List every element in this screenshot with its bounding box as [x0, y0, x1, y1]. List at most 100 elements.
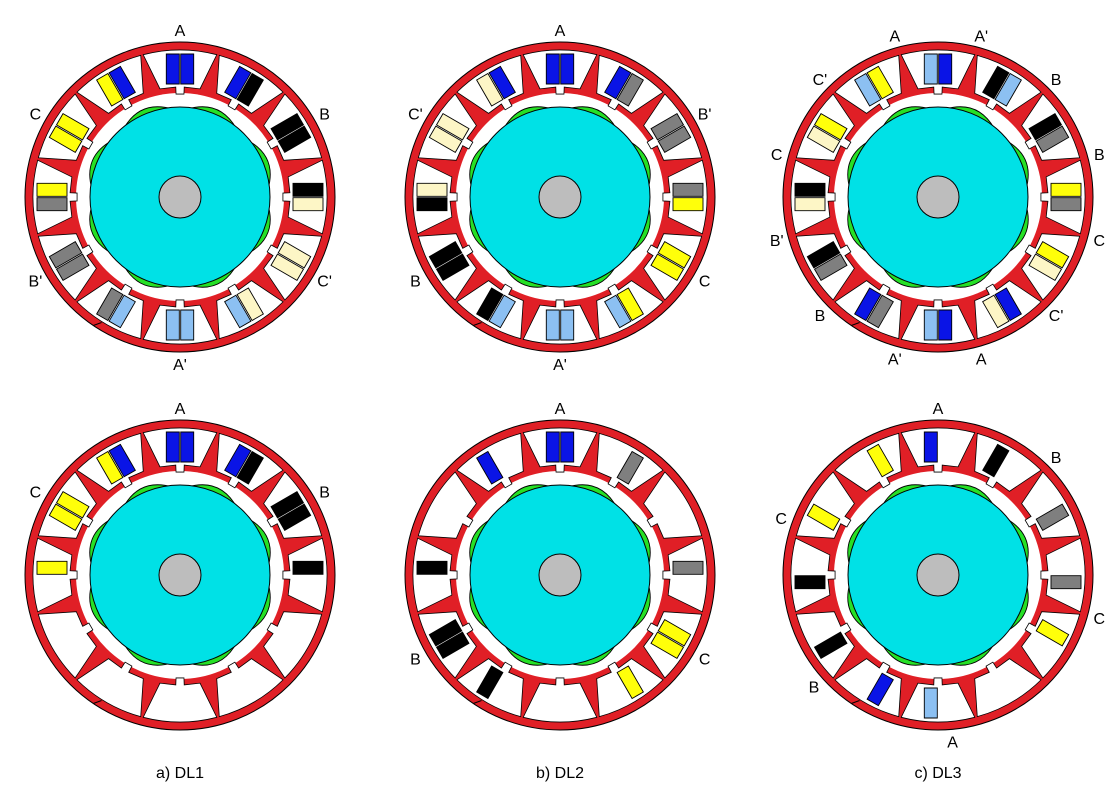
coil-side-icon [165, 431, 180, 463]
core-seam [851, 700, 860, 704]
stator-slot [900, 677, 976, 723]
coil-side-icon [180, 53, 195, 85]
stator-slot [522, 427, 598, 473]
coil-side-icon [923, 431, 938, 463]
coil-side-icon [616, 665, 644, 700]
stator-slot [412, 159, 458, 235]
coil-side-icon [55, 113, 90, 141]
coil-side-icon [224, 443, 252, 478]
stator-slot [417, 471, 477, 539]
stator-slot [834, 432, 902, 492]
stator-slot [142, 427, 218, 473]
phase-label: A [175, 23, 186, 40]
coil-side-icon [982, 65, 1010, 100]
coil-side-icon [923, 309, 938, 341]
coil-side-icon [36, 197, 68, 212]
coil-side-icon [1035, 619, 1070, 647]
coil-side-icon [428, 619, 463, 647]
machines-layer: A B C' A' B' C A B' C A' B C' A A' B B C C' A A' B B' C C' A B C A C… [24, 23, 1106, 751]
phase-label: C' [1049, 308, 1064, 325]
caption-dl1: a) DL1 [156, 765, 204, 782]
phase-label: B [410, 274, 421, 291]
core-seam [473, 322, 482, 326]
phase-label: C [30, 485, 42, 502]
coil-side-icon [1050, 575, 1082, 590]
coil-side-icon [560, 431, 575, 463]
stator-slot [795, 471, 855, 539]
coil-side-icon [476, 665, 504, 700]
coil-side-icon [277, 125, 312, 153]
coil-side-icon [1028, 113, 1063, 141]
coil-side-icon [416, 197, 448, 212]
coil-side-icon [416, 560, 448, 575]
coil-side-icon [488, 294, 516, 329]
coil-side-icon [813, 113, 848, 141]
phase-label: C [1094, 611, 1106, 628]
phase-label: B [410, 652, 421, 669]
phase-label: C [30, 107, 42, 124]
shaft-icon [916, 553, 960, 597]
coil-side-icon [270, 113, 305, 141]
shaft-icon [158, 553, 202, 597]
coil-side-icon [224, 65, 252, 100]
coil-side-icon [794, 182, 826, 197]
coil-side-icon [435, 631, 470, 659]
stator-slot [662, 159, 708, 235]
coil-side-icon [435, 113, 470, 141]
stator-slot [522, 299, 598, 345]
phase-label: A' [974, 29, 988, 46]
coil-side-icon [180, 431, 195, 463]
coil-side-icon [866, 65, 894, 100]
phase-label: C' [813, 72, 828, 89]
coil-side-icon [1028, 253, 1063, 281]
coil-side-icon [48, 503, 83, 531]
coil-side-icon [923, 687, 938, 719]
coil-side-icon [672, 197, 704, 212]
machine-3: A A' B B C C' A A' B B' C C' [770, 29, 1105, 369]
phase-label: A [947, 734, 958, 751]
stator-slot [900, 427, 976, 473]
coil-side-icon [48, 241, 83, 269]
phase-label: B' [698, 107, 712, 124]
coil-side-icon [545, 309, 560, 341]
shaft-icon [538, 553, 582, 597]
coil-side-icon [96, 287, 124, 322]
phase-label: B' [770, 233, 784, 250]
coil-side-icon [650, 631, 685, 659]
core-seam [473, 700, 482, 704]
stator-slot [412, 537, 458, 613]
stator-slot [790, 537, 836, 613]
coil-side-icon [923, 53, 938, 85]
stator-slot [76, 658, 144, 718]
coil-side-icon [806, 125, 841, 153]
phase-label: A [889, 29, 900, 46]
coil-side-icon [866, 443, 894, 478]
stator-slot [834, 658, 902, 718]
coil-side-icon [96, 450, 124, 485]
coil-side-icon [476, 450, 504, 485]
coil-side-icon [292, 182, 324, 197]
coil-side-icon [560, 53, 575, 85]
coil-side-icon [854, 72, 882, 107]
phase-label: B [1051, 450, 1062, 467]
coil-side-icon [108, 294, 136, 329]
coil-side-icon [292, 560, 324, 575]
stator-slot [142, 677, 218, 723]
coil-side-icon [236, 72, 264, 107]
coil-side-icon [1035, 503, 1070, 531]
coil-side-icon [616, 72, 644, 107]
phase-label: B' [29, 274, 43, 291]
coil-side-icon [616, 450, 644, 485]
coil-side-icon [813, 253, 848, 281]
phase-label: A [555, 23, 566, 40]
coil-side-icon [292, 197, 324, 212]
coil-side-icon [48, 125, 83, 153]
coil-side-icon [277, 503, 312, 531]
coil-side-icon [806, 241, 841, 269]
coil-side-icon [435, 253, 470, 281]
coil-side-icon [806, 503, 841, 531]
coil-side-icon [55, 253, 90, 281]
coil-side-icon [545, 53, 560, 85]
stator-slot [1021, 471, 1081, 539]
core-seam [851, 322, 860, 326]
